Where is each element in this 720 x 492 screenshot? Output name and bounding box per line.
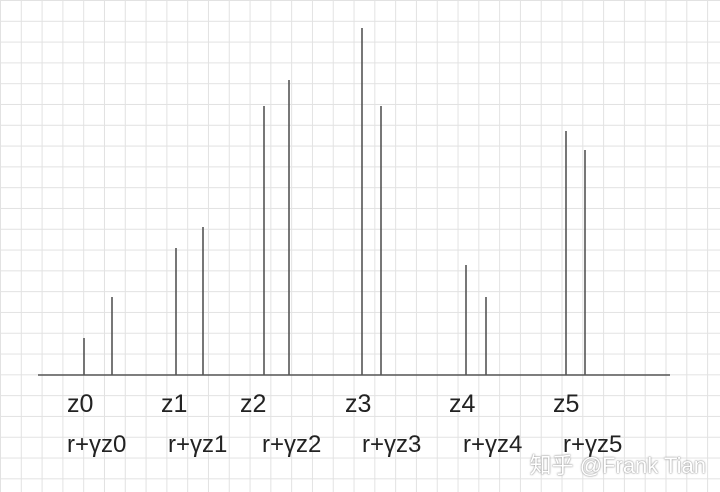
- atom-label-z1: z1: [161, 390, 187, 418]
- return-label-z2: r+γz2: [262, 431, 321, 458]
- atom-label-z2: z2: [240, 390, 266, 418]
- atom-label-z0: z0: [67, 390, 93, 418]
- return-label-z3: r+γz3: [362, 431, 421, 458]
- watermark-text: 知乎 @Frank Tian: [529, 453, 706, 478]
- return-label-z0: r+γz0: [67, 431, 126, 458]
- atom-label-z5: z5: [553, 390, 579, 418]
- return-label-z5: r+γz5: [563, 431, 622, 458]
- atom-label-z4: z4: [449, 390, 476, 418]
- return-label-z4: r+γz4: [463, 431, 522, 458]
- atom-label-z3: z3: [345, 390, 371, 418]
- return-label-z1: r+γz1: [168, 431, 227, 458]
